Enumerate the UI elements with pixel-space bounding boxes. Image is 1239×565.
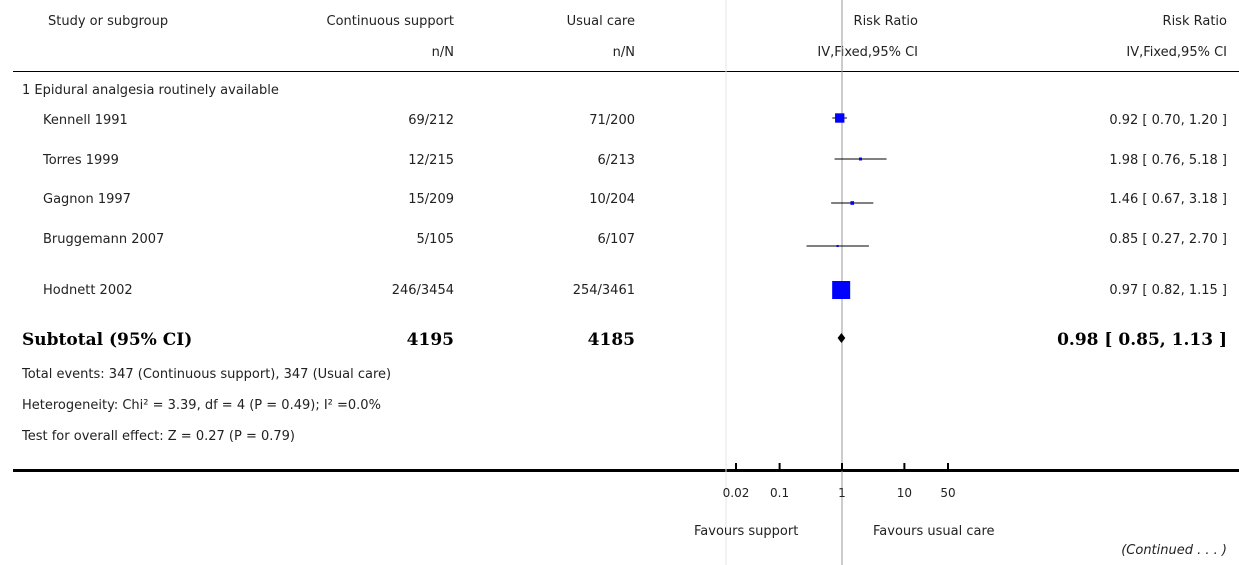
study-group2: 254/3461 xyxy=(572,283,635,298)
subheader-group1: n/N xyxy=(431,45,454,60)
study-group1: 69/212 xyxy=(408,113,454,128)
x-tick-label: 0.02 xyxy=(723,486,750,500)
subtotal-rr: 0.98 [ 0.85, 1.13 ] xyxy=(1057,330,1227,350)
header-plot: Risk Ratio xyxy=(853,14,918,29)
subheader-group2: n/N xyxy=(612,45,635,60)
x-tick-label: 1 xyxy=(838,486,846,500)
favours-left-label: Favours support xyxy=(694,524,799,539)
study-group2: 10/204 xyxy=(589,192,635,207)
study-group2: 6/107 xyxy=(597,232,635,247)
total-events: Total events: 347 (Continuous support), … xyxy=(22,367,392,382)
study-marker xyxy=(859,157,862,161)
bottom-rule xyxy=(13,469,1239,472)
header-study: Study or subgroup xyxy=(48,14,169,29)
study-name: Kennell 1991 xyxy=(43,113,128,128)
subtotal-group2: 4185 xyxy=(587,330,635,350)
study-group2: 6/213 xyxy=(597,153,635,168)
study-rr: 0.85 [ 0.27, 2.70 ] xyxy=(1109,232,1227,247)
overall-effect: Test for overall effect: Z = 0.27 (P = 0… xyxy=(22,429,295,444)
study-group1: 246/3454 xyxy=(391,283,454,298)
study-name: Gagnon 1997 xyxy=(43,192,131,207)
study-rr: 0.97 [ 0.82, 1.15 ] xyxy=(1109,283,1227,298)
study-name: Hodnett 2002 xyxy=(43,283,133,298)
header-group1: Continuous support xyxy=(326,14,454,29)
x-tick-label: 50 xyxy=(940,486,955,500)
continued-note: (Continued . . . ) xyxy=(1121,543,1227,558)
study-group2: 71/200 xyxy=(589,113,635,128)
subheader-rr: IV,Fixed,95% CI xyxy=(1126,45,1227,60)
subtotal-group1: 4195 xyxy=(406,330,454,350)
study-name: Bruggemann 2007 xyxy=(43,232,165,247)
study-rr: 1.46 [ 0.67, 3.18 ] xyxy=(1109,192,1227,207)
study-group1: 12/215 xyxy=(408,153,454,168)
subtotal-diamond xyxy=(837,333,846,343)
subgroup-title: 1 Epidural analgesia routinely available xyxy=(22,83,279,98)
header-group2: Usual care xyxy=(566,14,635,29)
header-rr: Risk Ratio xyxy=(1162,14,1227,29)
x-tick-label: 0.1 xyxy=(770,486,789,500)
header-rule xyxy=(13,71,1239,72)
study-marker xyxy=(850,201,855,205)
study-name: Torres 1999 xyxy=(43,153,119,168)
x-tick-label: 10 xyxy=(897,486,912,500)
study-marker xyxy=(836,244,839,248)
study-rr: 1.98 [ 0.76, 5.18 ] xyxy=(1109,153,1227,168)
heterogeneity: Heterogeneity: Chi² = 3.39, df = 4 (P = … xyxy=(22,398,381,413)
study-marker xyxy=(835,113,845,123)
study-marker xyxy=(832,281,851,299)
subheader-plot: IV,Fixed,95% CI xyxy=(817,45,918,60)
study-group1: 15/209 xyxy=(408,192,454,207)
favours-right-label: Favours usual care xyxy=(873,524,995,539)
subtotal-label: Subtotal (95% CI) xyxy=(22,330,193,350)
study-group1: 5/105 xyxy=(416,232,454,247)
study-rr: 0.92 [ 0.70, 1.20 ] xyxy=(1109,113,1227,128)
